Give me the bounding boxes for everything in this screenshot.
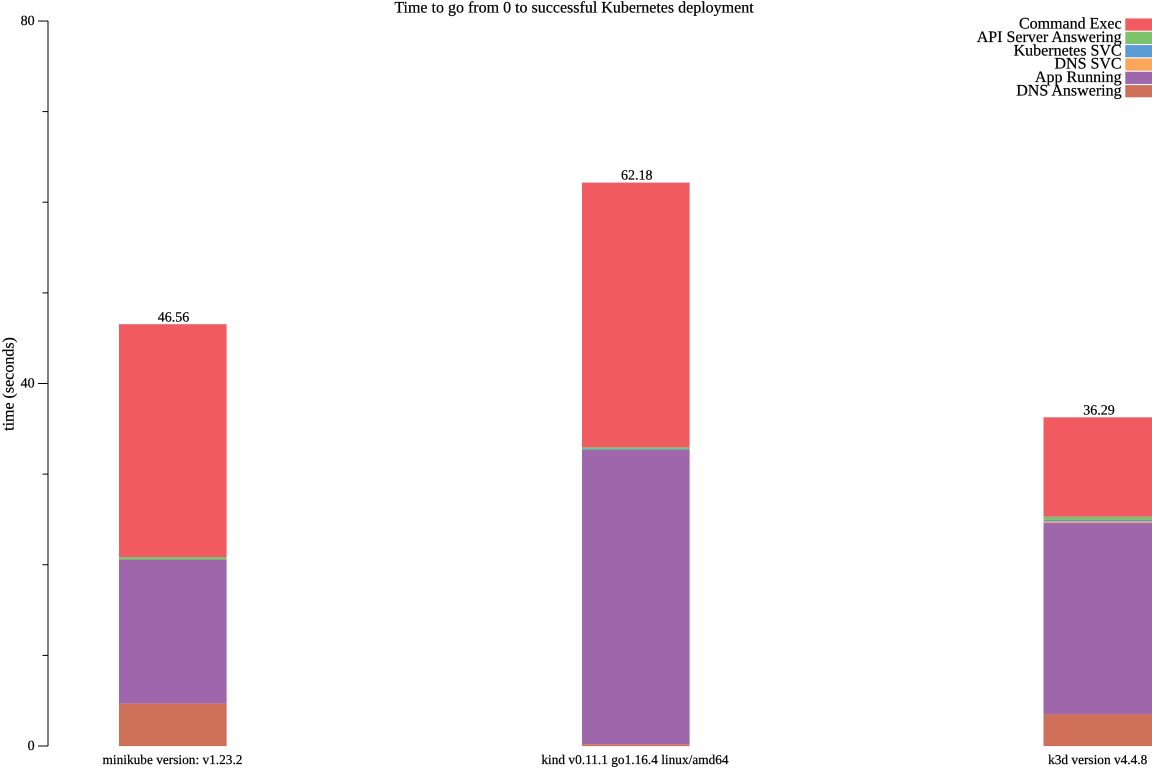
- svg-text:40: 40: [21, 376, 35, 391]
- svg-text:80: 80: [21, 14, 35, 29]
- svg-text:36.29: 36.29: [1083, 404, 1115, 419]
- svg-text:Time to go from 0 to successfu: Time to go from 0 to successful Kubernet…: [394, 0, 754, 17]
- svg-text:Kubernetes SVC: Kubernetes SVC: [1014, 42, 1122, 59]
- svg-text:62.18: 62.18: [621, 168, 653, 183]
- svg-text:k3d version v4.4.8: k3d version v4.4.8: [1048, 752, 1148, 767]
- svg-text:API Server Answering: API Server Answering: [977, 29, 1122, 46]
- svg-text:DNS SVC: DNS SVC: [1054, 56, 1121, 73]
- svg-text:App Running: App Running: [1035, 69, 1122, 86]
- svg-text:Command Exec: Command Exec: [1019, 16, 1122, 33]
- svg-text:46.56: 46.56: [158, 310, 190, 325]
- svg-text:minikube version: v1.23.2: minikube version: v1.23.2: [103, 752, 243, 767]
- svg-text:time (seconds): time (seconds): [1, 337, 18, 431]
- svg-text:0: 0: [28, 739, 35, 754]
- svg-text:DNS Answering: DNS Answering: [1016, 82, 1121, 99]
- svg-text:kind v0.11.1 go1.16.4 linux/am: kind v0.11.1 go1.16.4 linux/amd64: [541, 752, 729, 767]
